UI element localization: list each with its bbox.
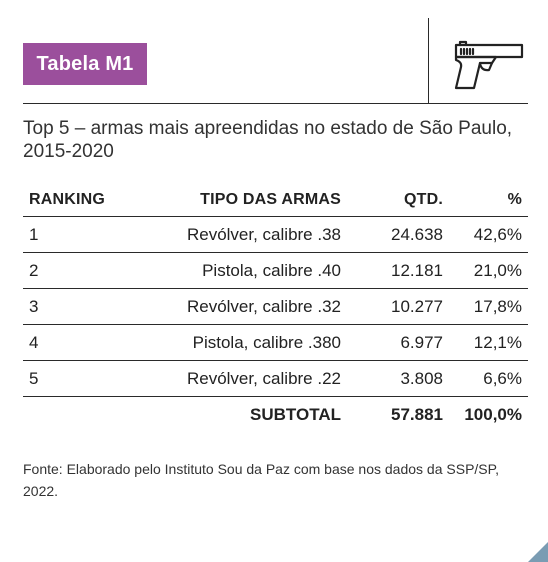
data-table: RANKING TIPO DAS ARMAS QTD. % 1 Revólver… [23,183,528,432]
header-weapon-type: TIPO DAS ARMAS [135,183,347,217]
subtotal-spacer [23,397,135,433]
cell-percent: 12,1% [449,324,528,361]
header-percent: % [449,183,528,217]
header-ranking: RANKING [23,183,135,217]
cell-ranking: 5 [23,360,135,397]
table-row: 3 Revólver, calibre .32 10.277 17,8% [23,288,528,325]
header-quantity: QTD. [347,183,449,217]
cell-ranking: 1 [23,216,135,253]
header-divider [23,103,528,104]
cell-quantity: 10.277 [347,288,449,325]
table-row: 1 Revólver, calibre .38 24.638 42,6% [23,216,528,253]
cell-weapon-type: Revólver, calibre .38 [135,216,347,253]
table-title: Top 5 – armas mais apreendidas no estado… [23,118,513,162]
corner-triangle-icon [528,542,548,562]
table-header-row: RANKING TIPO DAS ARMAS QTD. % [23,183,528,217]
vertical-divider [428,18,429,104]
cell-weapon-type: Pistola, calibre .380 [135,324,347,361]
cell-ranking: 2 [23,252,135,289]
cell-quantity: 6.977 [347,324,449,361]
cell-ranking: 3 [23,288,135,325]
cell-weapon-type: Revólver, calibre .22 [135,360,347,397]
cell-weapon-type: Revólver, calibre .32 [135,288,347,325]
cell-percent: 42,6% [449,216,528,253]
table-row: 4 Pistola, calibre .380 6.977 12,1% [23,324,528,361]
cell-quantity: 12.181 [347,252,449,289]
cell-percent: 17,8% [449,288,528,325]
source-note: Fonte: Elaborado pelo Instituto Sou da P… [23,461,500,499]
table-badge: Tabela M1 [23,43,147,85]
cell-weapon-type: Pistola, calibre .40 [135,252,347,289]
cell-ranking: 4 [23,324,135,361]
subtotal-row: SUBTOTAL 57.881 100,0% [23,397,528,433]
cell-quantity: 24.638 [347,216,449,253]
cell-quantity: 3.808 [347,360,449,397]
pistol-icon [454,40,524,90]
subtotal-percent: 100,0% [464,404,522,424]
table-row: 5 Revólver, calibre .22 3.808 6,6% [23,360,528,397]
cell-percent: 21,0% [449,252,528,289]
cell-percent: 6,6% [449,360,528,397]
subtotal-label: SUBTOTAL [250,404,341,424]
subtotal-quantity: 57.881 [391,404,443,424]
table-row: 2 Pistola, calibre .40 12.181 21,0% [23,252,528,289]
